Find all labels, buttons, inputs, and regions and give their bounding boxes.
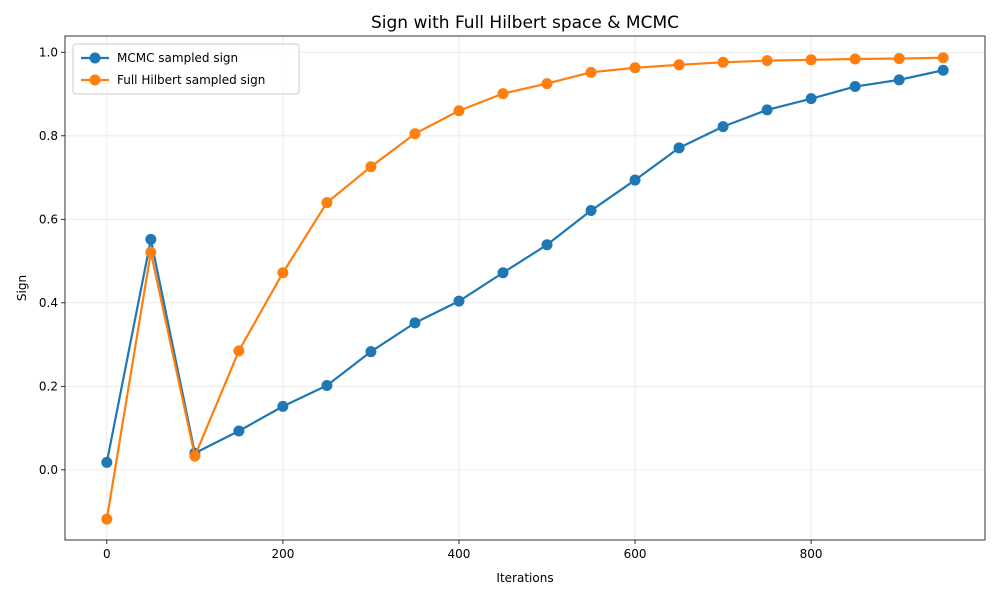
ticks-layer: 0 200 400 600 800 0.0 0.2 0.4 0.6 0.8 1.0 [39, 45, 823, 561]
data-point [497, 88, 509, 100]
x-axis-title: Iterations [496, 571, 553, 585]
data-point [453, 105, 465, 117]
x-tick-label: 400 [448, 547, 471, 561]
legend-label: Full Hilbert sampled sign [117, 73, 265, 87]
data-point [893, 74, 905, 86]
data-point [189, 450, 201, 462]
data-point [805, 54, 817, 66]
y-tick-label: 0.6 [39, 212, 58, 226]
data-point [541, 78, 553, 90]
data-point [145, 233, 157, 245]
legend-box [72, 43, 300, 95]
data-point [717, 56, 729, 68]
legend: MCMC sampled sign Full Hilbert sampled si… [72, 43, 300, 95]
data-point [629, 62, 641, 74]
data-point [145, 246, 157, 258]
series-2 [101, 52, 949, 525]
data-point [409, 317, 421, 329]
data-point [937, 52, 949, 64]
y-tick-label: 0.8 [39, 129, 58, 143]
legend-marker [89, 52, 101, 64]
x-tick-label: 0 [103, 547, 111, 561]
data-point [277, 400, 289, 412]
data-point [497, 267, 509, 279]
y-tick-label: 0.2 [39, 379, 58, 393]
data-point [321, 197, 333, 209]
series-line [105, 69, 944, 463]
data-point [321, 380, 333, 392]
y-axis-title: Sign [15, 275, 29, 301]
y-tick-label: 1.0 [39, 45, 58, 59]
legend-item: Full Hilbert sampled sign [81, 73, 265, 87]
data-point [277, 267, 289, 279]
grid-layer [65, 36, 985, 540]
legend-item: MCMC sampled sign [81, 51, 238, 65]
data-point [233, 425, 245, 437]
data-point [893, 53, 905, 65]
x-tick-label: 200 [271, 547, 294, 561]
data-point [761, 104, 773, 116]
data-point [365, 346, 377, 358]
x-tick-label: 600 [624, 547, 647, 561]
legend-label: MCMC sampled sign [117, 51, 238, 65]
y-tick-label: 0.4 [39, 296, 58, 310]
data-point [761, 55, 773, 67]
data-point [585, 205, 597, 217]
data-point [101, 513, 113, 525]
data-point [585, 66, 597, 78]
data-point [541, 239, 553, 251]
series-layer [101, 52, 949, 525]
data-point [101, 456, 113, 468]
data-point [629, 174, 641, 186]
data-point [849, 81, 861, 93]
series-line [105, 56, 944, 520]
plot-frame [64, 35, 986, 541]
data-point [365, 161, 377, 173]
legend-marker [89, 74, 101, 86]
data-point [849, 53, 861, 65]
data-point [233, 345, 245, 357]
data-point [717, 121, 729, 133]
data-point [937, 64, 949, 76]
data-point [805, 93, 817, 105]
x-tick-label: 800 [800, 547, 823, 561]
y-tick-label: 0.0 [39, 463, 58, 477]
chart-title: Sign with Full Hilbert space & MCMC [371, 13, 679, 33]
data-point [453, 295, 465, 307]
data-point [673, 59, 685, 71]
data-point [409, 128, 421, 140]
series-1 [101, 64, 949, 468]
data-point [673, 142, 685, 154]
